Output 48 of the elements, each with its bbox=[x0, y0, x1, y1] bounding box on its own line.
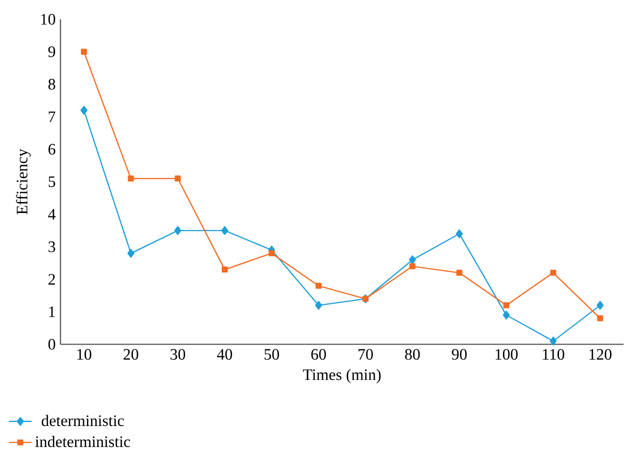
point bbox=[80, 48, 87, 55]
x-tick-label: 20 bbox=[124, 349, 138, 360]
x-tick-label: 40 bbox=[217, 349, 232, 360]
x-tick-label: 90 bbox=[452, 349, 467, 360]
y-axis-title: Efficiency bbox=[16, 148, 31, 214]
y-tick-label: 1 bbox=[49, 306, 55, 318]
point bbox=[596, 300, 604, 310]
point bbox=[174, 226, 182, 236]
point bbox=[80, 106, 88, 115]
point bbox=[550, 336, 557, 346]
point bbox=[316, 282, 322, 289]
y-tick-label: 9 bbox=[48, 46, 56, 58]
x-tick-label: 60 bbox=[311, 349, 326, 360]
x-tick-label: 10 bbox=[77, 349, 92, 360]
y-tick-label: 7 bbox=[48, 112, 56, 122]
point bbox=[503, 302, 510, 308]
x-tick-label: 70 bbox=[358, 349, 373, 360]
y-tick-label: 10 bbox=[41, 14, 56, 25]
y-tick-label: 3 bbox=[48, 241, 56, 252]
legend-label: indeterministic bbox=[35, 436, 130, 448]
y-tick-label: 0 bbox=[48, 338, 56, 350]
point bbox=[222, 266, 228, 273]
point bbox=[127, 248, 134, 258]
point bbox=[268, 250, 275, 256]
point bbox=[550, 270, 556, 276]
point bbox=[221, 226, 228, 236]
x-tick-label: 120 bbox=[590, 349, 612, 360]
point bbox=[128, 176, 134, 182]
point bbox=[456, 270, 462, 276]
point bbox=[315, 300, 322, 310]
point bbox=[409, 263, 416, 270]
y-tick-label: 2 bbox=[48, 274, 55, 285]
point bbox=[408, 255, 416, 264]
point bbox=[597, 315, 604, 322]
point bbox=[456, 229, 463, 238]
x-tick-label: 30 bbox=[170, 349, 186, 360]
y-tick-label: 6 bbox=[48, 144, 56, 155]
x-tick-label: 50 bbox=[264, 349, 279, 360]
x-axis-title: Times (min) bbox=[302, 368, 381, 384]
point bbox=[502, 310, 510, 320]
x-tick-label: 110 bbox=[542, 349, 564, 360]
y-tick-label: 5 bbox=[48, 176, 56, 188]
point bbox=[174, 176, 181, 182]
x-tick-label: 80 bbox=[405, 349, 420, 360]
legend-label: deterministic bbox=[42, 414, 124, 426]
y-tick-label: 4 bbox=[48, 209, 56, 220]
x-tick-label: 100 bbox=[496, 349, 518, 360]
y-tick-label: 8 bbox=[48, 78, 56, 90]
